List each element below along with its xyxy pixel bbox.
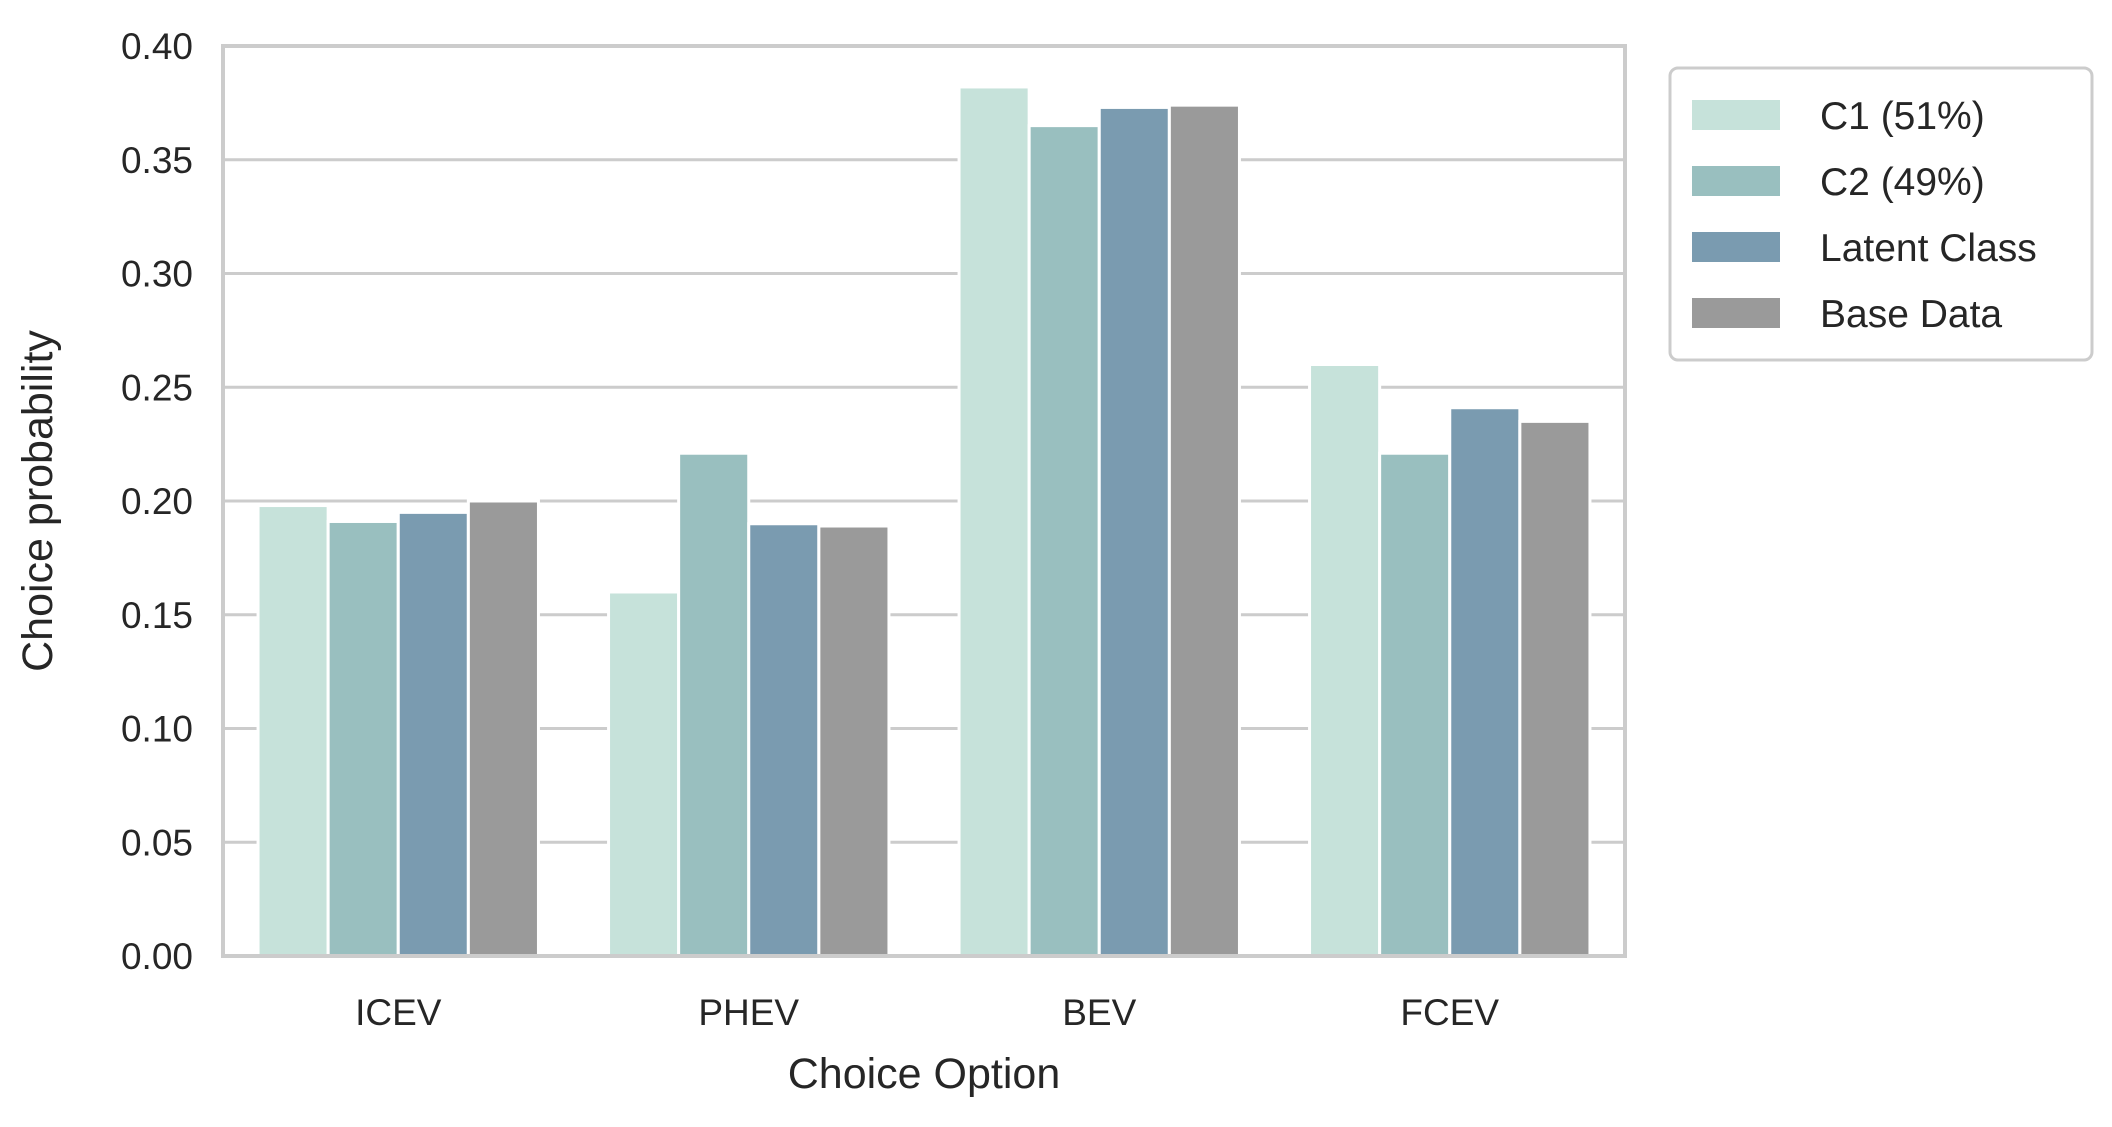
legend-swatch (1692, 100, 1780, 130)
bar (677, 451, 751, 958)
y-tick-label: 0.35 (121, 140, 193, 181)
y-tick-label: 0.00 (121, 936, 193, 977)
legend-label: C1 (51%) (1820, 95, 1985, 138)
y-tick-label: 0.40 (121, 26, 193, 67)
bar (1518, 419, 1592, 958)
bar (747, 522, 821, 958)
bars (256, 85, 1592, 958)
y-axis-ticks: 0.00 0.05 0.10 0.15 0.20 0.25 0.30 0.35 0.40 (121, 26, 193, 977)
legend-swatch (1692, 232, 1780, 262)
y-tick-label: 0.15 (121, 595, 193, 636)
y-tick-label: 0.25 (121, 367, 193, 408)
bar (1308, 363, 1382, 958)
y-tick-label: 0.10 (121, 709, 193, 750)
y-tick-label: 0.20 (121, 481, 193, 522)
legend-box (1668, 66, 2094, 362)
bar (957, 85, 1031, 958)
bar (1167, 103, 1241, 958)
bar (607, 590, 681, 958)
legend-label: C2 (49%) (1820, 161, 1985, 204)
y-axis-title: Choice probability (14, 330, 62, 672)
bar (326, 519, 400, 958)
legend: C1 (51%) C2 (49%) Latent Class Base Data (1668, 66, 2094, 362)
bar (256, 504, 330, 958)
bar (1097, 105, 1171, 958)
legend-label: Base Data (1820, 293, 2002, 336)
bar (1378, 451, 1452, 958)
x-axis-ticks: ICEV PHEV BEV FCEV (355, 992, 1499, 1033)
x-tick-label: PHEV (698, 992, 799, 1033)
x-tick-label: BEV (1062, 992, 1136, 1033)
x-tick-label: FCEV (1400, 992, 1499, 1033)
legend-label: Latent Class (1820, 227, 2037, 270)
x-tick-label: ICEV (355, 992, 442, 1033)
bar (1448, 406, 1522, 958)
bar (817, 524, 891, 958)
bar (396, 510, 470, 958)
legend-swatch (1692, 166, 1780, 196)
bar (1027, 124, 1101, 958)
plot-frame (221, 44, 1627, 958)
y-tick-label: 0.05 (121, 822, 193, 863)
bar (466, 499, 540, 958)
x-axis-title: Choice Option (788, 1050, 1061, 1098)
y-tick-label: 0.30 (121, 254, 193, 295)
legend-swatch (1692, 298, 1780, 328)
